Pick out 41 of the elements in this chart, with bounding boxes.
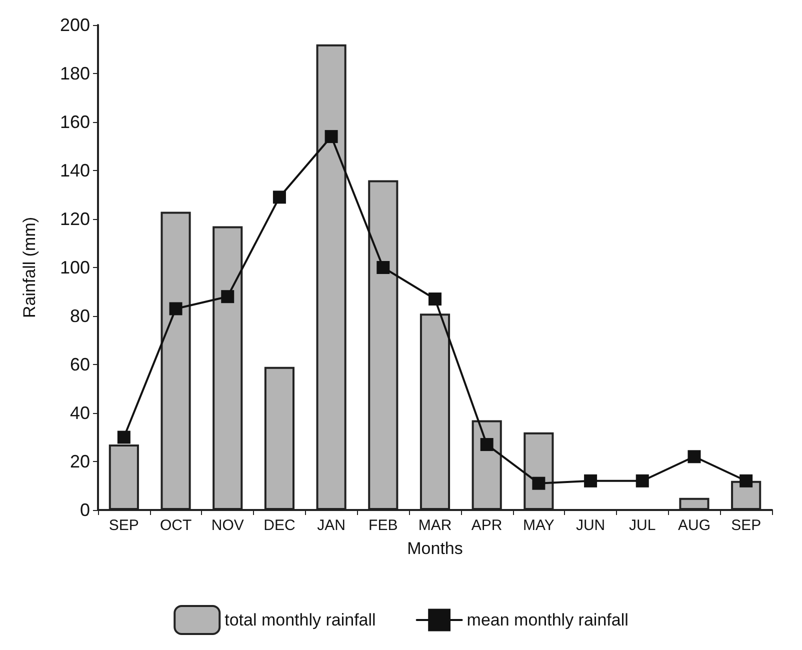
x-tick-label: MAY [522, 517, 554, 534]
y-tick-label: 160 [60, 112, 90, 132]
x-axis-title: Months [407, 539, 463, 558]
point [428, 292, 442, 306]
x-tick-label: APR [471, 517, 502, 534]
point [532, 476, 546, 490]
legend-label: mean monthly rainfall [466, 610, 628, 630]
point [324, 130, 338, 144]
point [169, 302, 182, 316]
y-tick-label: 0 [80, 500, 90, 520]
x-tick-label: SEP [731, 517, 762, 534]
y-tick-label: 40 [70, 403, 90, 423]
point [636, 474, 649, 488]
x-tick-label: NOV [211, 517, 244, 534]
y-tick-label: 180 [60, 64, 90, 84]
y-tick-label: 20 [70, 452, 90, 472]
y-tick-label: 120 [60, 209, 90, 229]
y-tick-label: 100 [60, 258, 90, 278]
y-tick-label: 80 [70, 306, 90, 326]
point [117, 430, 130, 444]
point [688, 450, 701, 464]
y-tick-label: 140 [60, 160, 90, 180]
x-tick-label: OCT [160, 517, 192, 534]
x-tick-label: JUN [576, 517, 606, 534]
legend-label: total monthly rainfall [224, 610, 376, 630]
y-tick-label: 200 [60, 15, 90, 35]
point [584, 474, 598, 488]
x-tick-label: MAR [418, 517, 452, 534]
x-tick-label: SEP [108, 517, 139, 534]
point [272, 190, 286, 204]
x-tick-label: JAN [317, 517, 346, 534]
point [480, 438, 494, 452]
x-tick-label: FEB [368, 517, 398, 534]
point [740, 474, 753, 488]
point [221, 290, 234, 304]
point [376, 261, 390, 274]
x-tick-label: AUG [678, 517, 710, 534]
x-tick-label: JUL [629, 517, 656, 534]
x-tick-label: DEC [264, 517, 296, 534]
y-axis-title: Rainfall (mm) [20, 216, 39, 318]
y-tick-label: 60 [70, 354, 90, 374]
